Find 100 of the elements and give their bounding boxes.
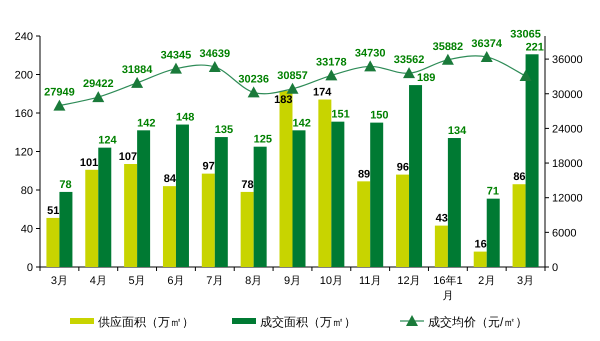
bar (434, 226, 448, 267)
point (325, 69, 338, 80)
data-label: 89 (358, 168, 370, 180)
data-label: 86 (513, 171, 526, 184)
x-tick-label: 16年1月 (433, 275, 463, 302)
point (248, 86, 260, 98)
bar (331, 122, 344, 267)
bar (98, 148, 112, 267)
x-tick-label: 7月 (206, 275, 224, 287)
point (92, 91, 104, 102)
y-tick-label: 200 (14, 70, 33, 82)
bar (486, 198, 500, 267)
bar (370, 122, 384, 267)
bar (137, 130, 150, 267)
data-label: 101 (80, 156, 98, 169)
bar (46, 218, 60, 267)
data-label: 30236 (238, 73, 269, 86)
data-label: 33178 (316, 56, 347, 68)
x-tick-label: 9月 (284, 275, 302, 287)
bar (59, 192, 72, 267)
x-tick-label: 12月 (397, 275, 421, 287)
data-label: 34730 (354, 47, 386, 60)
data-label: 97 (202, 160, 215, 173)
y-tick-label: 160 (14, 108, 33, 120)
legend-label: 成交均价（元/㎡） (428, 315, 528, 329)
bar (512, 184, 526, 267)
bar (254, 146, 267, 267)
data-label: 189 (417, 72, 436, 84)
bar (448, 138, 461, 267)
y2-tick-label: 0 (552, 262, 558, 274)
data-label: 34639 (200, 48, 230, 60)
y-tick-label: 0 (26, 262, 33, 274)
data-label: 151 (331, 108, 350, 121)
x-tick-label: 8月 (245, 275, 262, 287)
data-label: 107 (118, 151, 138, 164)
data-label: 134 (448, 125, 468, 138)
legend-label: 供应面积（万㎡） (98, 315, 194, 329)
data-label: 33065 (510, 28, 541, 40)
point (170, 62, 182, 74)
point (480, 50, 493, 62)
data-label: 16 (474, 238, 487, 251)
x-tick-label: 10月 (320, 275, 343, 287)
bar (214, 137, 228, 267)
y-tick-label: 40 (20, 224, 33, 236)
data-label: 51 (47, 204, 60, 217)
data-label: 84 (164, 173, 177, 186)
point (208, 60, 221, 72)
data-label: 71 (486, 186, 499, 198)
data-label: 221 (526, 41, 544, 54)
data-label: 34345 (160, 50, 192, 62)
bar (318, 100, 332, 267)
bar (176, 124, 189, 267)
data-label: 30857 (277, 70, 308, 82)
data-label: 31884 (122, 64, 154, 76)
bar (526, 54, 539, 267)
data-label: 29422 (82, 78, 114, 90)
bar (474, 252, 487, 267)
data-label: 43 (436, 212, 448, 225)
x-tick-label: 11月 (358, 275, 382, 287)
y2-tick-label: 24000 (552, 123, 583, 136)
x-tick-label: 3月 (50, 275, 68, 287)
y-tick-label: 80 (20, 185, 33, 197)
bar (292, 130, 306, 267)
data-label: 174 (312, 86, 332, 99)
y2-tick-label: 36000 (552, 54, 583, 66)
bar (202, 174, 215, 267)
data-label: 125 (254, 134, 272, 146)
point (442, 54, 454, 65)
data-label: 150 (370, 110, 389, 122)
data-label: 135 (214, 124, 234, 136)
data-label: 36374 (471, 38, 503, 50)
data-label: 96 (396, 162, 410, 174)
data-label: 124 (98, 134, 118, 147)
data-label: 142 (292, 117, 311, 130)
data-label: 78 (59, 178, 72, 191)
y2-tick-label: 18000 (552, 158, 583, 170)
data-label: 27949 (44, 86, 75, 99)
x-tick-label: 2月 (478, 275, 496, 287)
data-label: 142 (137, 117, 156, 130)
data-label: 78 (241, 178, 254, 191)
bar (162, 186, 176, 267)
x-tick-label: 4月 (90, 275, 107, 287)
bar (124, 164, 138, 267)
point (286, 82, 298, 94)
bar (409, 85, 422, 267)
data-label: 148 (176, 112, 194, 124)
point (403, 67, 416, 78)
data-label: 33562 (394, 54, 424, 66)
bar (396, 174, 410, 267)
bar (85, 170, 98, 267)
point (364, 60, 376, 72)
y2-tick-label: 6000 (552, 227, 576, 240)
y2-tick-label: 30000 (552, 88, 583, 101)
y2-tick-label: 12000 (552, 192, 583, 205)
point (131, 76, 144, 88)
point (53, 100, 66, 111)
y-tick-label: 240 (14, 31, 33, 43)
y-tick-label: 120 (14, 146, 33, 158)
point (520, 70, 532, 82)
x-tick-label: 3月 (517, 275, 534, 287)
